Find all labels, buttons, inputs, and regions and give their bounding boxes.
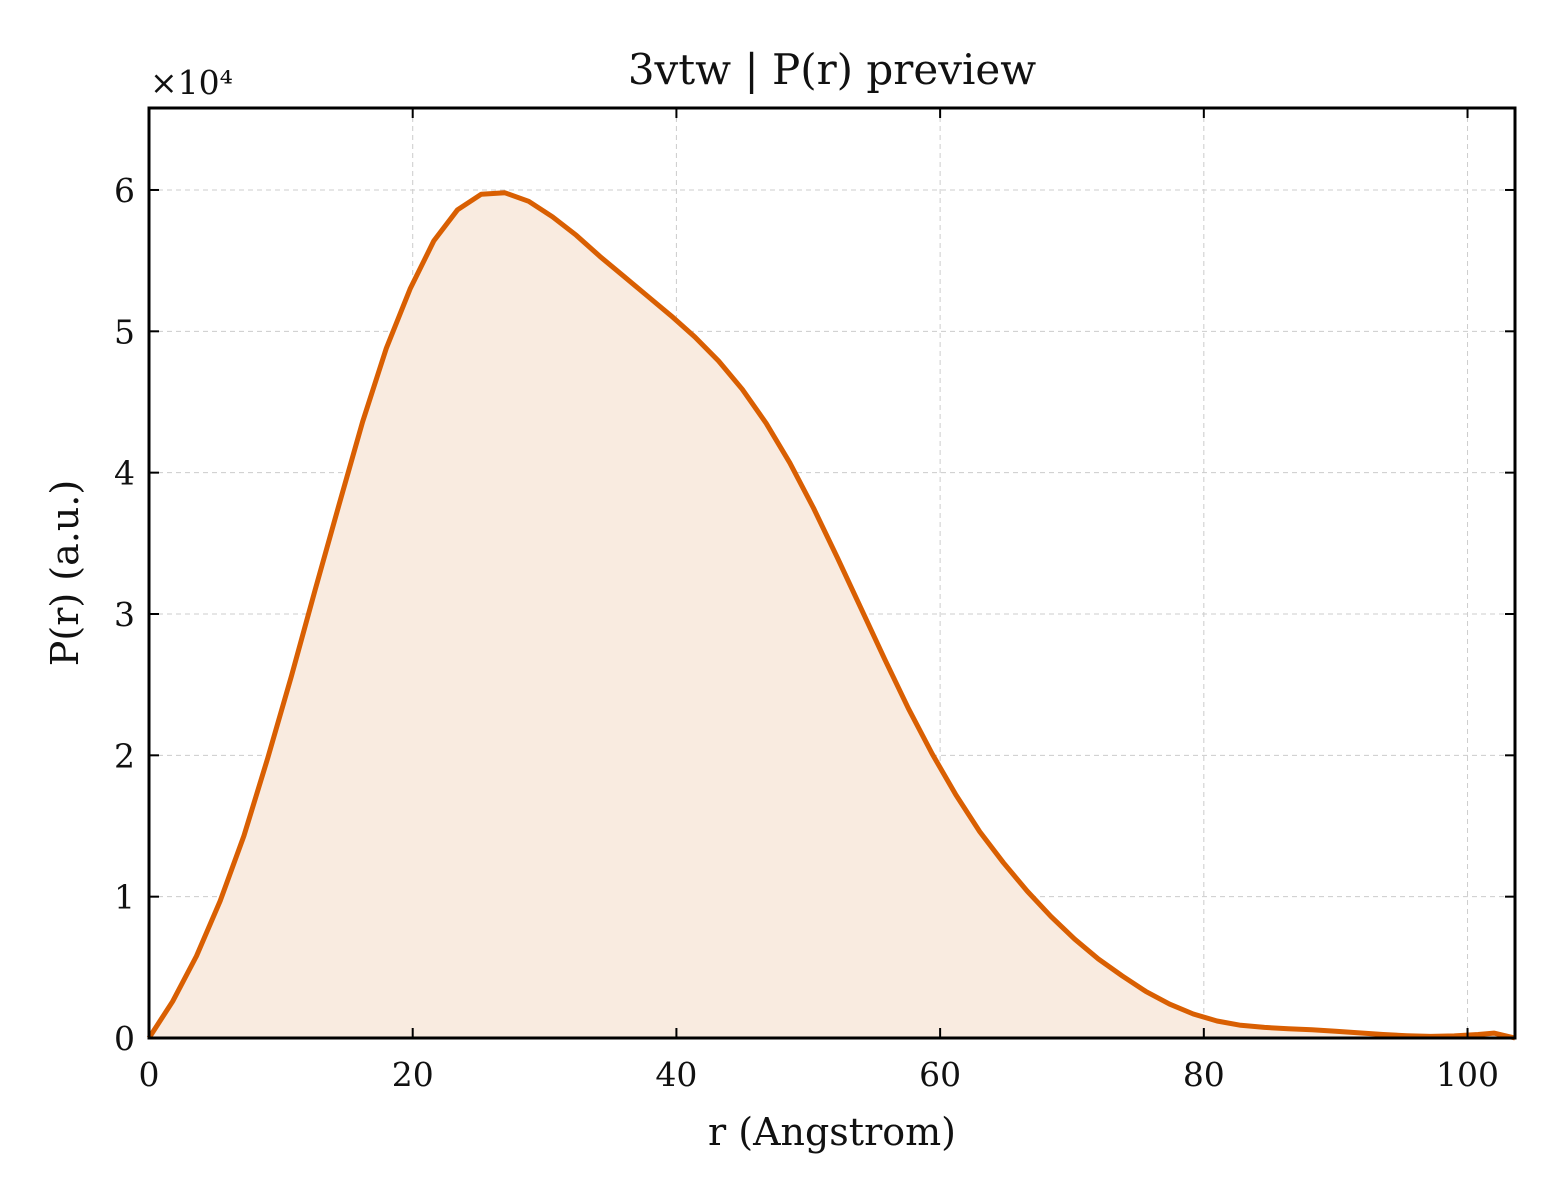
axis-ticks: 0 20 40 60 80 100 0 1 2 3 4 5 6	[114, 108, 1515, 1094]
y-tick-label: 3	[114, 595, 135, 634]
pr-area-fill	[149, 192, 1515, 1039]
x-tick-label: 20	[392, 1055, 434, 1094]
y-axis-label: P(r) (a.u.)	[43, 480, 87, 666]
pr-series-line	[146, 190, 1516, 1041]
plot-frame	[147, 106, 1517, 1040]
chart-title: 3vtw | P(r) preview	[628, 45, 1036, 94]
x-tick-label: 0	[139, 1055, 160, 1094]
x-tick-label: 40	[655, 1055, 697, 1094]
x-axis-label: r (Angstrom)	[708, 1110, 956, 1154]
x-tick-label: 80	[1183, 1055, 1225, 1094]
x-tick-label: 60	[919, 1055, 961, 1094]
y-tick-label: 6	[114, 171, 135, 210]
y-tick-label: 1	[114, 878, 135, 917]
y-axis-multiplier: ×10⁴	[150, 63, 233, 102]
y-tick-label: 5	[114, 312, 135, 351]
y-tick-label: 2	[114, 736, 135, 775]
y-tick-label: 0	[114, 1019, 135, 1058]
x-tick-label: 100	[1436, 1055, 1499, 1094]
y-tick-label: 4	[114, 454, 135, 493]
